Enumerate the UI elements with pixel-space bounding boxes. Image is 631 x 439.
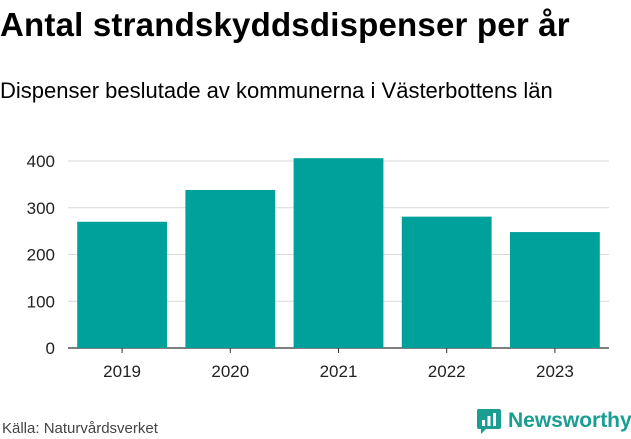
y-tick-label: 0 [46, 339, 55, 358]
bars [77, 158, 600, 348]
y-axis-ticks: 0 100 200 300 400 [27, 152, 55, 358]
x-tick-label: 2021 [320, 362, 358, 381]
brand-name: Newsworthy [508, 409, 631, 432]
x-tick-label: 2022 [428, 362, 466, 381]
x-tick-label: 2019 [103, 362, 141, 381]
x-axis-ticks: 2019 2020 2021 2022 2023 [103, 348, 574, 381]
x-tick-label: 2020 [211, 362, 249, 381]
bar-2023 [509, 232, 600, 348]
y-tick-label: 300 [27, 199, 55, 218]
y-tick-label: 200 [27, 246, 55, 265]
bar-2020 [185, 189, 276, 348]
bar-2019 [77, 221, 168, 348]
bar-2021 [293, 158, 384, 348]
y-tick-label: 100 [27, 292, 55, 311]
newsworthy-logo-icon [477, 409, 501, 434]
bar-2022 [401, 216, 492, 348]
x-tick-label: 2023 [536, 362, 574, 381]
y-tick-label: 400 [27, 152, 55, 171]
source-note: Källa: Naturvårdsverket [2, 420, 158, 437]
chart-title: Antal strandskyddsdispenser per år [0, 6, 570, 43]
brand-logo: Newsworthy [476, 407, 631, 435]
chart-subtitle: Dispenser beslutade av kommunerna i Väst… [0, 78, 553, 103]
